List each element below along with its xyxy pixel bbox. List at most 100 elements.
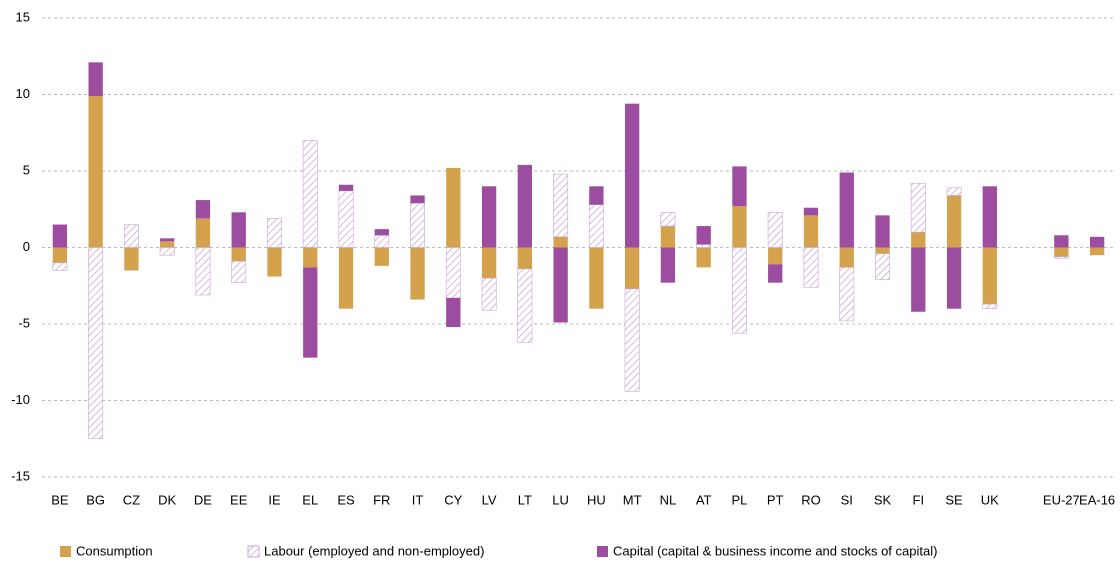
bar-segment bbox=[124, 247, 139, 271]
x-tick-label: DE bbox=[194, 492, 212, 507]
bar-segment bbox=[446, 297, 461, 328]
bar-segment bbox=[839, 247, 854, 268]
bar-segment bbox=[588, 204, 604, 248]
bar-segment bbox=[875, 253, 890, 280]
x-tick-label: EL bbox=[302, 492, 318, 507]
bar-segment bbox=[696, 226, 711, 245]
bar-segment bbox=[159, 247, 175, 256]
bar-segment bbox=[660, 247, 676, 283]
x-tick-label: BE bbox=[51, 492, 69, 507]
x-tick-label: IE bbox=[268, 492, 281, 507]
x-tick-label: LV bbox=[482, 492, 497, 507]
x-tick-label: SK bbox=[874, 492, 892, 507]
legend-label: Labour (employed and non-employed) bbox=[264, 543, 484, 558]
bar-segment bbox=[446, 167, 461, 248]
bar-segment bbox=[839, 172, 854, 248]
bar-segment bbox=[982, 303, 998, 309]
bar-segment bbox=[1089, 236, 1105, 248]
x-tick-label: EE bbox=[230, 492, 248, 507]
bar-segment bbox=[589, 186, 604, 205]
bar-segment bbox=[768, 247, 783, 265]
bar-segment bbox=[732, 166, 747, 207]
bar-segment bbox=[231, 212, 246, 248]
bar-segment bbox=[374, 247, 389, 266]
bar-segment bbox=[445, 247, 461, 299]
bar-segment bbox=[768, 264, 783, 283]
legend-swatch bbox=[597, 546, 608, 557]
x-tick-label: RO bbox=[801, 492, 821, 507]
bar-segment bbox=[696, 244, 712, 248]
bar-segment bbox=[660, 212, 676, 227]
bar-segment bbox=[553, 173, 569, 238]
bar-segment bbox=[481, 277, 497, 311]
bar-segment bbox=[1054, 247, 1069, 257]
bar-segment bbox=[517, 164, 533, 248]
bar-segment bbox=[1053, 256, 1069, 259]
bar-segment bbox=[946, 187, 962, 196]
x-tick-label: MT bbox=[623, 492, 642, 507]
bar-segment bbox=[1054, 235, 1069, 248]
bar-segment bbox=[767, 212, 783, 248]
bar-segment bbox=[839, 267, 855, 322]
bar-segment bbox=[267, 218, 282, 248]
bar-segment bbox=[303, 267, 318, 358]
bar-segment bbox=[88, 96, 103, 248]
bar-segment bbox=[52, 247, 68, 263]
bar-segment bbox=[803, 247, 819, 288]
x-tick-label: SI bbox=[841, 492, 853, 507]
bar-segment bbox=[481, 247, 497, 279]
bar-segment bbox=[303, 247, 318, 268]
legend-swatch bbox=[247, 545, 260, 558]
x-tick-label: FI bbox=[913, 492, 925, 507]
bar-segment bbox=[803, 207, 819, 216]
y-tick-label: -15 bbox=[11, 468, 30, 483]
bar-segment bbox=[88, 62, 103, 97]
bar-segment bbox=[553, 247, 568, 323]
x-tick-label: AT bbox=[696, 492, 712, 507]
bar-segment bbox=[911, 232, 926, 248]
bar-segment bbox=[52, 262, 68, 271]
bar-segment bbox=[589, 247, 604, 309]
bar-segment bbox=[517, 247, 533, 269]
bar-segment bbox=[946, 247, 962, 309]
bar-segment bbox=[231, 260, 247, 283]
y-tick-label: -10 bbox=[11, 392, 30, 407]
bar-segment bbox=[624, 288, 640, 392]
x-tick-label: NL bbox=[660, 492, 677, 507]
bar-segment bbox=[410, 202, 426, 248]
bar-segment bbox=[875, 247, 890, 254]
x-tick-label: EU-27 bbox=[1043, 492, 1080, 507]
x-tick-label: PT bbox=[767, 492, 784, 507]
bar-segment bbox=[160, 238, 175, 242]
bar-segment bbox=[374, 229, 389, 236]
bar-segment bbox=[624, 103, 640, 248]
bar-segment bbox=[195, 247, 211, 296]
x-tick-label: BG bbox=[86, 492, 105, 507]
bar-segment bbox=[160, 241, 175, 248]
bar-segment bbox=[52, 224, 68, 248]
bar-segment bbox=[123, 224, 139, 248]
bar-segment bbox=[910, 182, 926, 233]
bar-segment bbox=[696, 247, 711, 268]
legend-swatch bbox=[60, 546, 71, 557]
x-tick-label: LU bbox=[552, 492, 569, 507]
bar-segment bbox=[195, 218, 211, 248]
bar-segment bbox=[302, 140, 318, 248]
bar-segment bbox=[911, 247, 926, 312]
bar-segment bbox=[338, 190, 354, 248]
legend-label: Consumption bbox=[76, 543, 153, 558]
bar-segment bbox=[231, 247, 246, 262]
x-tick-label: CZ bbox=[123, 492, 140, 507]
legend-label: Capital (capital & business income and s… bbox=[613, 543, 937, 558]
y-tick-label: 10 bbox=[16, 86, 30, 101]
bar-segment bbox=[660, 226, 676, 248]
x-tick-label: ES bbox=[337, 492, 355, 507]
x-tick-label: EA-16 bbox=[1079, 492, 1115, 507]
y-tick-label: -5 bbox=[18, 315, 30, 330]
x-tick-label: PL bbox=[731, 492, 747, 507]
y-tick-label: 0 bbox=[23, 239, 30, 254]
bar-segment bbox=[553, 236, 568, 248]
bar-segment bbox=[88, 247, 104, 440]
bar-segment bbox=[946, 195, 962, 248]
